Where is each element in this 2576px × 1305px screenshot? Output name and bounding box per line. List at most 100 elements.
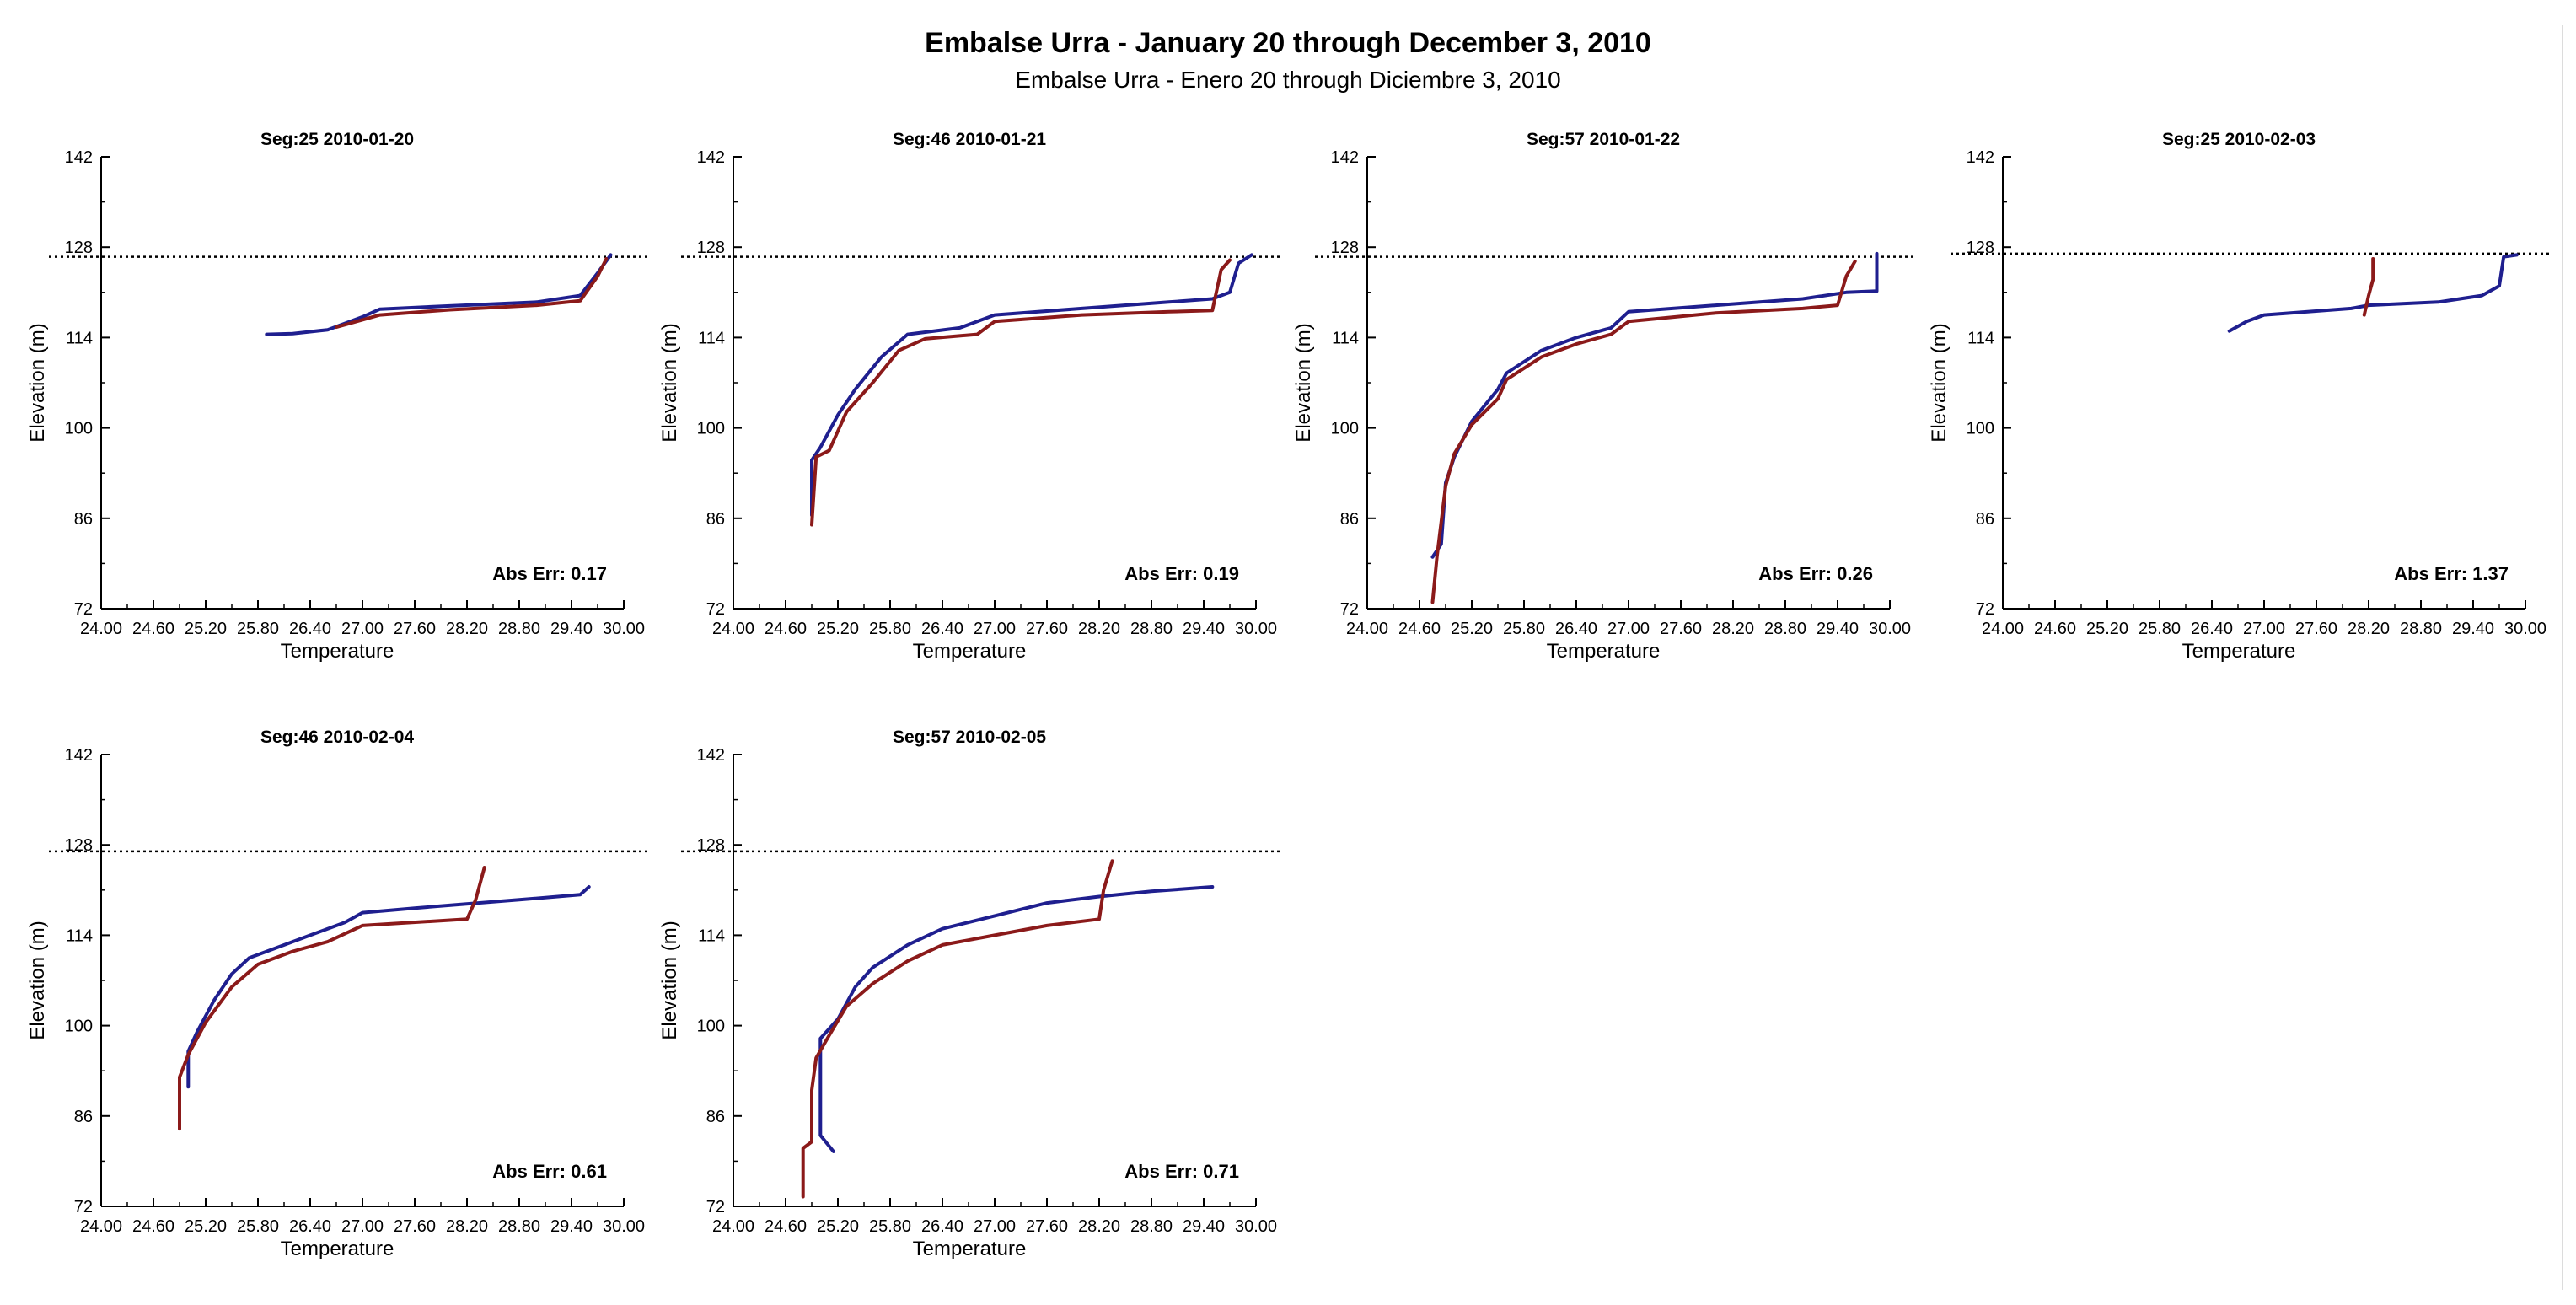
x-tick-label: 27.00 xyxy=(1607,620,1650,638)
series-line-blue xyxy=(2227,253,2519,333)
y-axis-label: Elevation (m) xyxy=(26,323,49,442)
x-tick-label: 27.60 xyxy=(2295,620,2337,638)
x-tick-label: 27.00 xyxy=(974,620,1016,638)
panel-title: Seg:57 2010-01-22 xyxy=(1527,130,1680,149)
y-tick-label: 100 xyxy=(1967,420,1994,438)
x-tick-label: 24.00 xyxy=(1346,620,1388,638)
x-axis-label: Temperature xyxy=(281,640,394,663)
x-tick-label: 24.60 xyxy=(1398,620,1441,638)
y-tick-label: 128 xyxy=(697,239,725,257)
abs-error-label: Abs Err: 0.26 xyxy=(1758,563,1873,584)
x-tick-label: 26.40 xyxy=(289,620,331,638)
series-line-red xyxy=(810,258,1232,527)
x-tick-label: 25.80 xyxy=(869,1217,911,1236)
x-tick-label: 26.40 xyxy=(289,1217,331,1236)
y-tick-label: 100 xyxy=(65,420,93,438)
figure-subtitle: Embalse Urra - Enero 20 through Diciembr… xyxy=(1015,67,1560,93)
x-tick-label: 27.60 xyxy=(394,620,436,638)
y-tick-label: 86 xyxy=(1340,510,1359,529)
series-line-blue xyxy=(818,885,1215,1153)
panel: Seg:46 2010-02-04 24.00 24.60 25.20 25.80 26.… xyxy=(26,728,649,1260)
panel-title: Seg:25 2010-01-20 xyxy=(260,130,414,149)
x-tick-label: 27.60 xyxy=(1026,620,1068,638)
x-tick-label: 27.00 xyxy=(974,1217,1016,1236)
x-tick-label: 26.40 xyxy=(921,620,963,638)
x-tick-label: 24.00 xyxy=(80,1217,122,1236)
y-tick-label: 86 xyxy=(706,1108,725,1126)
y-tick-label: 72 xyxy=(74,1198,93,1216)
figure-title: Embalse Urra - January 20 through Decemb… xyxy=(925,27,1651,59)
x-tick-label: 25.80 xyxy=(237,620,279,638)
x-tick-label: 28.20 xyxy=(1078,620,1120,638)
series-line-blue xyxy=(186,885,591,1089)
panel: Seg:57 2010-02-05 24.00 24.60 25.20 25.80 26.… xyxy=(658,728,1281,1260)
y-axis-label: Elevation (m) xyxy=(658,323,681,442)
panel: Seg:46 2010-01-21 24.00 24.60 25.20 25.80 26.… xyxy=(658,130,1281,663)
panel: Seg:25 2010-01-20 24.00 24.60 25.20 25.80 26.… xyxy=(26,130,649,663)
x-tick-label: 28.20 xyxy=(446,1217,488,1236)
y-tick-label: 86 xyxy=(1976,510,1994,529)
x-tick-label: 27.00 xyxy=(341,620,384,638)
y-tick-label: 72 xyxy=(74,600,93,619)
x-axis-label: Temperature xyxy=(2182,640,2296,663)
y-tick-label: 114 xyxy=(1332,329,1359,347)
y-tick-label: 114 xyxy=(698,329,725,347)
x-tick-label: 24.00 xyxy=(1982,620,2024,638)
x-tick-label: 28.80 xyxy=(1130,620,1173,638)
series-line-red xyxy=(801,859,1114,1199)
x-tick-label: 28.20 xyxy=(1712,620,1754,638)
x-tick-label: 27.60 xyxy=(1660,620,1702,638)
x-tick-label: 25.20 xyxy=(185,1217,227,1236)
x-tick-label: 29.40 xyxy=(550,1217,593,1236)
x-tick-label: 25.20 xyxy=(2086,620,2128,638)
x-tick-label: 29.40 xyxy=(550,620,593,638)
x-tick-label: 29.40 xyxy=(1817,620,1859,638)
x-tick-label: 28.80 xyxy=(1764,620,1806,638)
series-line-red xyxy=(335,257,609,330)
panels: Seg:25 2010-01-20 24.00 24.60 25.20 25.80 26.… xyxy=(26,130,2551,1260)
y-axis-label: Elevation (m) xyxy=(658,921,681,1039)
y-tick-label: 100 xyxy=(65,1018,93,1036)
y-tick-label: 142 xyxy=(65,746,93,765)
series-line-blue xyxy=(810,253,1253,517)
y-tick-label: 100 xyxy=(1331,420,1359,438)
x-tick-label: 25.20 xyxy=(817,620,859,638)
x-tick-label: 29.40 xyxy=(2452,620,2494,638)
x-tick-label: 28.80 xyxy=(498,1217,540,1236)
x-tick-label: 30.00 xyxy=(1869,620,1911,638)
panel-title: Seg:25 2010-02-03 xyxy=(2162,130,2316,149)
x-tick-label: 29.40 xyxy=(1183,620,1225,638)
x-tick-label: 28.20 xyxy=(446,620,488,638)
x-tick-label: 24.60 xyxy=(132,620,174,638)
x-tick-label: 28.20 xyxy=(1078,1217,1120,1236)
x-tick-label: 27.00 xyxy=(2243,620,2285,638)
y-tick-label: 72 xyxy=(1976,600,1994,619)
panel: Seg:57 2010-01-22 24.00 24.60 25.20 25.80 26.… xyxy=(1292,130,1915,663)
y-tick-label: 114 xyxy=(698,926,725,945)
panel-title: Seg:46 2010-01-21 xyxy=(893,130,1046,149)
x-tick-label: 29.40 xyxy=(1183,1217,1225,1236)
x-tick-label: 24.00 xyxy=(712,1217,754,1236)
x-tick-label: 24.00 xyxy=(712,620,754,638)
x-tick-label: 26.40 xyxy=(921,1217,963,1236)
x-tick-label: 28.80 xyxy=(498,620,540,638)
x-tick-label: 24.00 xyxy=(80,620,122,638)
y-tick-label: 72 xyxy=(706,1198,725,1216)
panel-title: Seg:57 2010-02-05 xyxy=(893,728,1046,747)
y-tick-label: 86 xyxy=(706,510,725,529)
y-axis-label: Elevation (m) xyxy=(1928,323,1951,442)
y-tick-label: 72 xyxy=(1340,600,1359,619)
x-tick-label: 26.40 xyxy=(2191,620,2233,638)
y-axis-label: Elevation (m) xyxy=(1292,323,1315,442)
x-tick-label: 25.80 xyxy=(237,1217,279,1236)
series-line-blue xyxy=(265,253,613,336)
y-tick-label: 72 xyxy=(706,600,725,619)
panel: Seg:25 2010-02-03 24.00 24.60 25.20 25.80 26.… xyxy=(1928,130,2551,663)
y-tick-label: 142 xyxy=(1967,148,1994,167)
x-tick-label: 30.00 xyxy=(603,620,645,638)
abs-error-label: Abs Err: 0.19 xyxy=(1124,563,1239,584)
x-tick-label: 30.00 xyxy=(1235,1217,1277,1236)
y-tick-label: 86 xyxy=(74,510,93,529)
